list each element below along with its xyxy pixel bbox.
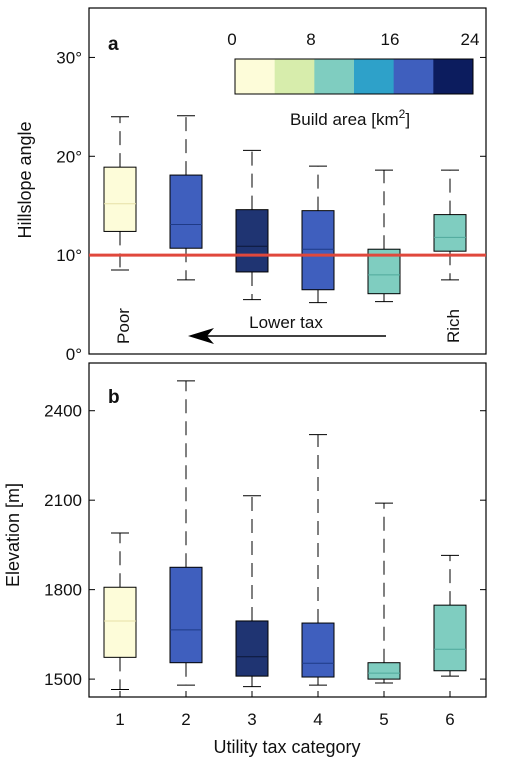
- colorbar-tick-labels: 0 8 16 24: [227, 30, 479, 49]
- panel-a-y-axis-label: Hillslope angle: [15, 121, 35, 238]
- panel-a-box-category-5: [367, 169, 401, 303]
- panel-a-box-category-6: [433, 169, 467, 281]
- colorbar-frame: [234, 58, 474, 95]
- colorbar-cells: [235, 59, 474, 94]
- colorbar: 0 8 16 24 Build area [km2]: [227, 30, 479, 129]
- annotation-lower-tax: Lower tax: [249, 313, 323, 332]
- x-tick-label: 6: [445, 710, 454, 729]
- annotation-rich: Rich: [444, 309, 463, 343]
- panel-b-y-tick-label: 2400: [44, 402, 82, 421]
- panel-a-box-category-1: [103, 116, 137, 271]
- panel-b-y-tick-label: 1800: [44, 581, 82, 600]
- colorbar-cell: [274, 59, 315, 94]
- colorbar-cell: [393, 59, 434, 94]
- panel-b-y-ticks: 1500 1800 2100 2400: [44, 402, 486, 689]
- box-iqr: [433, 214, 467, 252]
- panel-b-y-axis-label: Elevation [m]: [3, 483, 23, 587]
- box-iqr: [103, 586, 137, 658]
- panel-a-box-category-3: [235, 149, 269, 301]
- panel-b-box-category-5: [367, 502, 401, 684]
- panel-a-boxes: [103, 115, 467, 304]
- panel-a-y-tick-label: 10°: [56, 246, 82, 265]
- panel-a-box-category-2: [169, 115, 203, 281]
- x-tick-label: 1: [115, 710, 124, 729]
- x-axis-label: Utility tax category: [213, 737, 360, 757]
- colorbar-cell: [354, 59, 395, 94]
- box-iqr: [301, 622, 335, 678]
- panel-b-box-category-2: [169, 380, 203, 686]
- box-iqr: [103, 166, 137, 232]
- box-iqr: [367, 662, 401, 680]
- panel-a: 0° 10° 20° 30° a Hillslope angle 0 8 16 24 Bui…: [15, 7, 487, 364]
- x-tick-label: 4: [313, 710, 322, 729]
- panel-b-y-tick-label: 2100: [44, 491, 82, 510]
- box-iqr: [169, 566, 203, 664]
- annotation-poor: Poor: [114, 308, 133, 344]
- panel-a-y-tick-label: 0°: [66, 345, 82, 364]
- box-iqr: [235, 620, 269, 677]
- colorbar-tick-label: 0: [227, 30, 236, 49]
- x-tick-label: 3: [247, 710, 256, 729]
- x-tick-label: 2: [181, 710, 190, 729]
- colorbar-cell: [433, 59, 474, 94]
- panel-b-letter: b: [108, 387, 120, 408]
- panel-b-x-ticks: 1 2 3 4 5 6: [115, 691, 455, 729]
- panel-a-frame: [88, 7, 487, 355]
- panel-b-frame: [88, 362, 487, 698]
- panel-a-box-category-4: [301, 165, 335, 304]
- box-iqr: [235, 209, 269, 273]
- panel-b-box-category-4: [301, 434, 335, 686]
- colorbar-tick-label: 8: [306, 30, 315, 49]
- colorbar-cell: [235, 59, 276, 94]
- colorbar-tick-label: 24: [461, 30, 480, 49]
- panel-a-letter: a: [108, 34, 119, 55]
- colorbar-label: Build area [km2]: [290, 107, 410, 129]
- x-tick-label: 5: [379, 710, 388, 729]
- box-iqr: [433, 604, 467, 672]
- panel-b-y-tick-label: 1500: [44, 670, 82, 689]
- panel-a-y-tick-label: 30°: [56, 48, 82, 67]
- panel-b-box-category-1: [103, 532, 137, 691]
- lower-tax-arrow-head: [188, 328, 214, 344]
- box-iqr: [301, 210, 335, 291]
- colorbar-tick-label: 16: [381, 30, 400, 49]
- box-iqr: [169, 174, 203, 249]
- panel-b-boxes: [103, 380, 467, 691]
- colorbar-cell: [314, 59, 355, 94]
- panel-b-box-category-3: [235, 495, 269, 688]
- panel-b-box-category-6: [433, 554, 467, 677]
- panel-a-y-tick-label: 20°: [56, 147, 82, 166]
